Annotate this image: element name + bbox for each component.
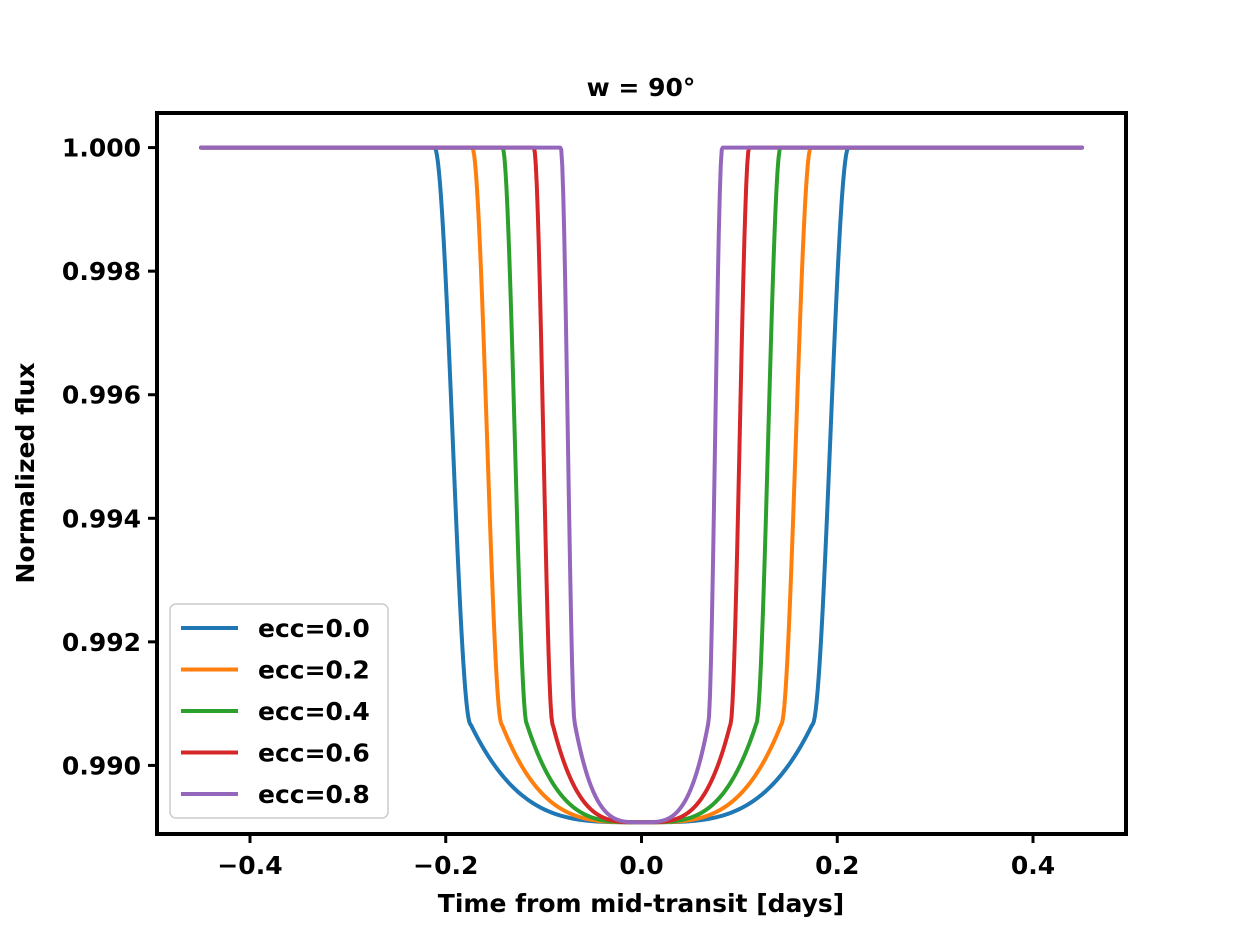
x-tick-label: 0.4	[1011, 851, 1055, 880]
y-tick-label: 0.994	[62, 504, 141, 533]
x-tick-label: 0.0	[619, 851, 663, 880]
legend-box	[169, 603, 389, 819]
x-axis: −0.4 −0.2 0.0 0.2 0.4	[217, 834, 1055, 880]
series-line-ecc-0-8	[199, 145, 1084, 825]
y-tick-label: 0.998	[62, 257, 141, 286]
x-tick-label: −0.2	[413, 851, 478, 880]
y-tick-label: 0.992	[62, 628, 141, 657]
x-axis-label: Time from mid-transit [days]	[438, 889, 844, 918]
legend: ecc=0.0 ecc=0.2 ecc=0.4 ecc=0.6 ecc=0.8	[169, 603, 389, 819]
legend-label: ecc=0.4	[258, 697, 370, 726]
legend-label: ecc=0.0	[258, 614, 370, 643]
legend-label: ecc=0.2	[258, 656, 370, 685]
series-layer	[199, 145, 1084, 825]
y-tick-label: 0.990	[62, 751, 141, 780]
legend-label: ecc=0.6	[258, 739, 370, 768]
chart-title: w = 90°	[587, 73, 696, 102]
x-tick-label: 0.2	[815, 851, 859, 880]
x-tick-label: −0.4	[217, 851, 282, 880]
y-axis: 0.990 0.992 0.994 0.996 0.998 1.000	[62, 134, 157, 780]
y-tick-label: 1.000	[62, 134, 141, 163]
legend-items: ecc=0.0 ecc=0.2 ecc=0.4 ecc=0.6 ecc=0.8	[181, 614, 370, 809]
y-tick-label: 0.996	[62, 381, 141, 410]
legend-label: ecc=0.8	[258, 780, 370, 809]
y-axis-label: Normalized flux	[11, 362, 40, 583]
